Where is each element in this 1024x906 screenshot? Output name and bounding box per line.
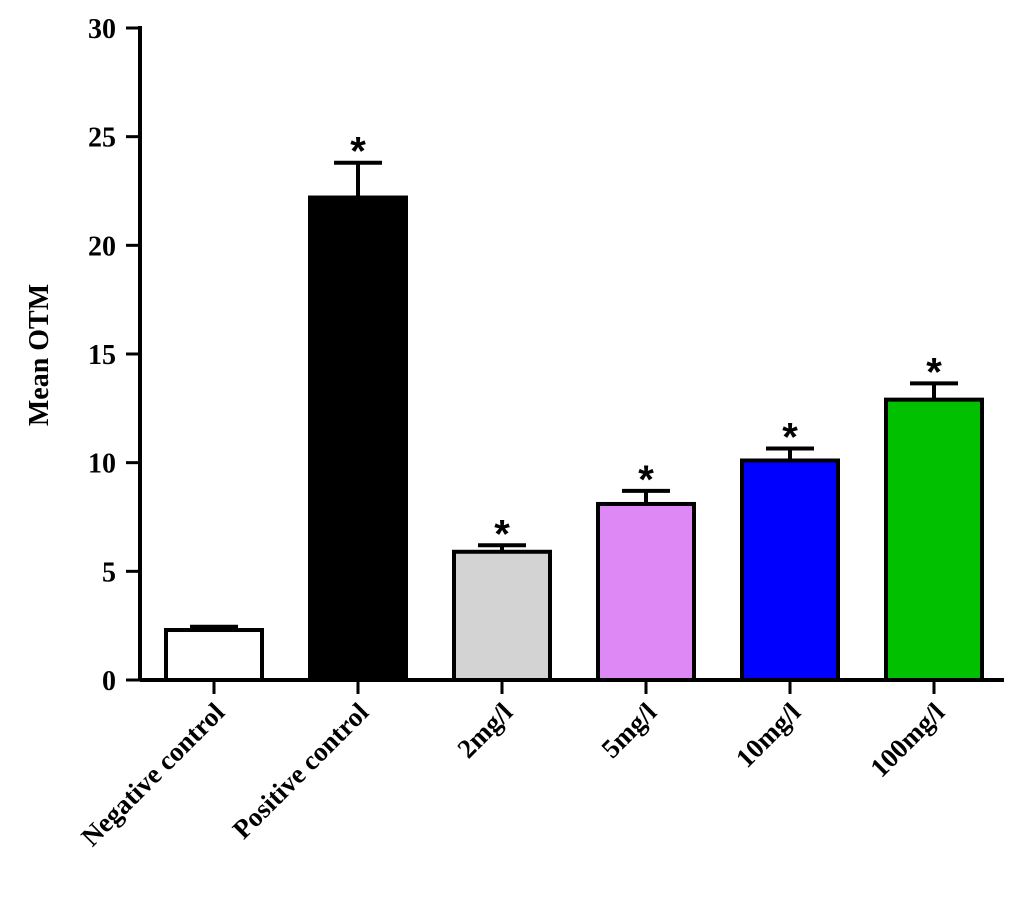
bar <box>308 195 408 683</box>
y-tick-label: 30 <box>88 14 116 45</box>
bar <box>452 549 552 682</box>
bar <box>740 458 840 683</box>
significance-marker: * <box>782 416 798 460</box>
bars: * * * * * <box>164 130 984 683</box>
x-tick-label: 100mg/l <box>864 697 950 783</box>
y-tick-label: 15 <box>88 340 116 371</box>
y-tick-label: 5 <box>102 557 116 588</box>
bar <box>884 397 984 682</box>
y-axis-label: Mean OTM <box>24 284 55 426</box>
x-tick-label: 5mg/l <box>595 697 662 764</box>
x-tick-label: 10mg/l <box>730 697 807 774</box>
significance-marker: * <box>350 130 366 174</box>
significance-marker: * <box>638 458 654 502</box>
significance-marker: * <box>494 512 510 556</box>
y-tick-label: 10 <box>88 449 116 480</box>
y-tick-label: 0 <box>102 666 116 697</box>
x-tick-label: Negative control <box>75 697 230 852</box>
bar <box>596 501 696 682</box>
x-tick-label: Positive control <box>227 697 375 845</box>
bar <box>164 628 264 682</box>
significance-marker: * <box>926 350 942 394</box>
y-tick-label: 20 <box>88 231 116 262</box>
y-axis: 0 5 10 15 20 25 30 <box>88 14 142 697</box>
x-tick-label: 2mg/l <box>451 697 518 764</box>
y-tick-label: 25 <box>88 123 116 154</box>
